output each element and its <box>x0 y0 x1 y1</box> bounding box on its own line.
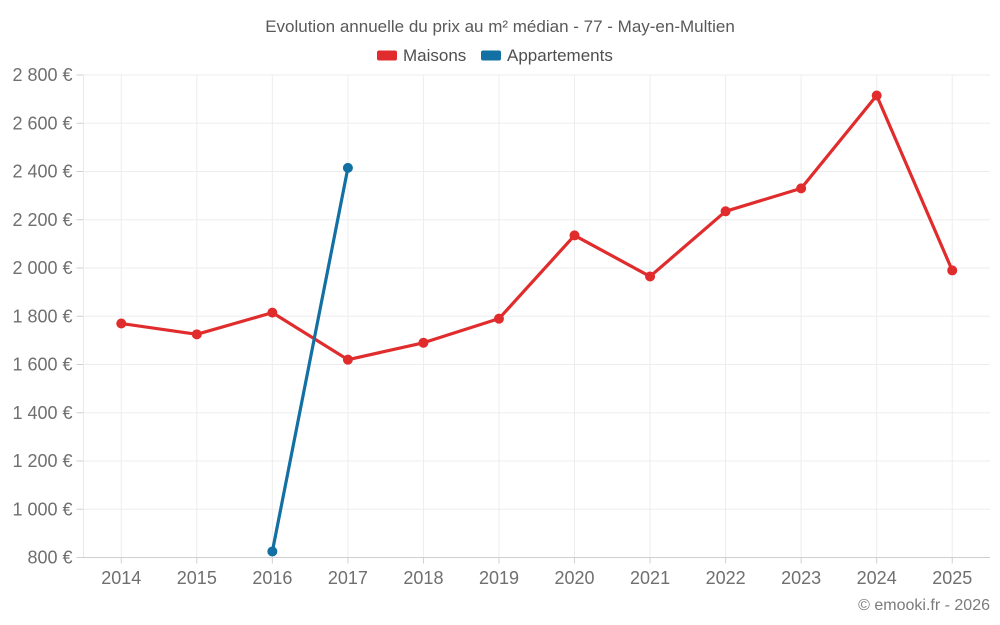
x-axis-label: 2024 <box>857 568 897 588</box>
copyright: © emooki.fr - 2026 <box>858 597 990 614</box>
y-axis-label: 1 400 € <box>12 403 72 423</box>
data-point-maisons-2022[interactable] <box>720 206 731 217</box>
x-axis-label: 2016 <box>252 568 292 588</box>
data-point-maisons-2014[interactable] <box>116 318 127 329</box>
data-point-maisons-2021[interactable] <box>645 271 656 282</box>
data-point-maisons-2025[interactable] <box>947 265 958 276</box>
legend-label-appartements: Appartements <box>507 46 613 65</box>
y-axis-label: 2 000 € <box>12 258 72 278</box>
y-axis-label: 2 400 € <box>12 162 72 182</box>
y-axis-label: 2 600 € <box>12 113 72 133</box>
legend-swatch-maisons-icon <box>377 50 397 61</box>
series-line-appartements <box>270 166 350 554</box>
data-point-maisons-2023[interactable] <box>796 183 807 194</box>
data-point-maisons-2020[interactable] <box>569 230 580 241</box>
y-axis-label: 1 800 € <box>12 306 72 326</box>
data-point-maisons-2018[interactable] <box>418 337 429 348</box>
series-line-maisons <box>119 93 954 362</box>
data-point-appartements-2017[interactable] <box>342 162 353 173</box>
data-point-maisons-2017[interactable] <box>342 354 353 365</box>
legend-label-maisons: Maisons <box>403 46 466 65</box>
x-axis-label: 2019 <box>479 568 519 588</box>
legend-item-maisons[interactable]: Maisons <box>377 46 466 65</box>
y-axis-label: 2 200 € <box>12 210 72 230</box>
x-axis-label: 2022 <box>706 568 746 588</box>
x-axis-label: 2021 <box>630 568 670 588</box>
x-axis-label: 2020 <box>554 568 594 588</box>
x-axis-label: 2023 <box>781 568 821 588</box>
y-axis-label: 1 200 € <box>12 451 72 471</box>
data-point-maisons-2015[interactable] <box>191 329 202 340</box>
y-axis-label: 1 600 € <box>12 355 72 375</box>
x-axis-label: 2014 <box>101 568 141 588</box>
data-point-maisons-2016[interactable] <box>267 307 278 318</box>
legend-swatch-appartements-icon <box>481 50 501 61</box>
y-axis-label: 2 800 € <box>12 65 72 85</box>
plot-area: 2014 2015 2016 2017 2018 2019 2020 2021 2022 2023… <box>12 65 990 588</box>
data-point-maisons-2019[interactable] <box>493 313 504 324</box>
legend-item-appartements[interactable]: Appartements <box>481 46 613 65</box>
x-axis-label: 2025 <box>932 568 972 588</box>
data-point-appartements-2016[interactable] <box>267 546 278 557</box>
x-axis-label: 2018 <box>403 568 443 588</box>
chart-title: Evolution annuelle du prix au m² médian … <box>265 17 735 36</box>
data-point-maisons-2024[interactable] <box>871 90 882 101</box>
x-axis-label: 2015 <box>177 568 217 588</box>
legend: Maisons Appartements <box>377 46 613 65</box>
y-axis-label: 1 000 € <box>12 499 72 519</box>
y-axis-label: 800 € <box>27 548 72 568</box>
x-axis-label: 2017 <box>328 568 368 588</box>
